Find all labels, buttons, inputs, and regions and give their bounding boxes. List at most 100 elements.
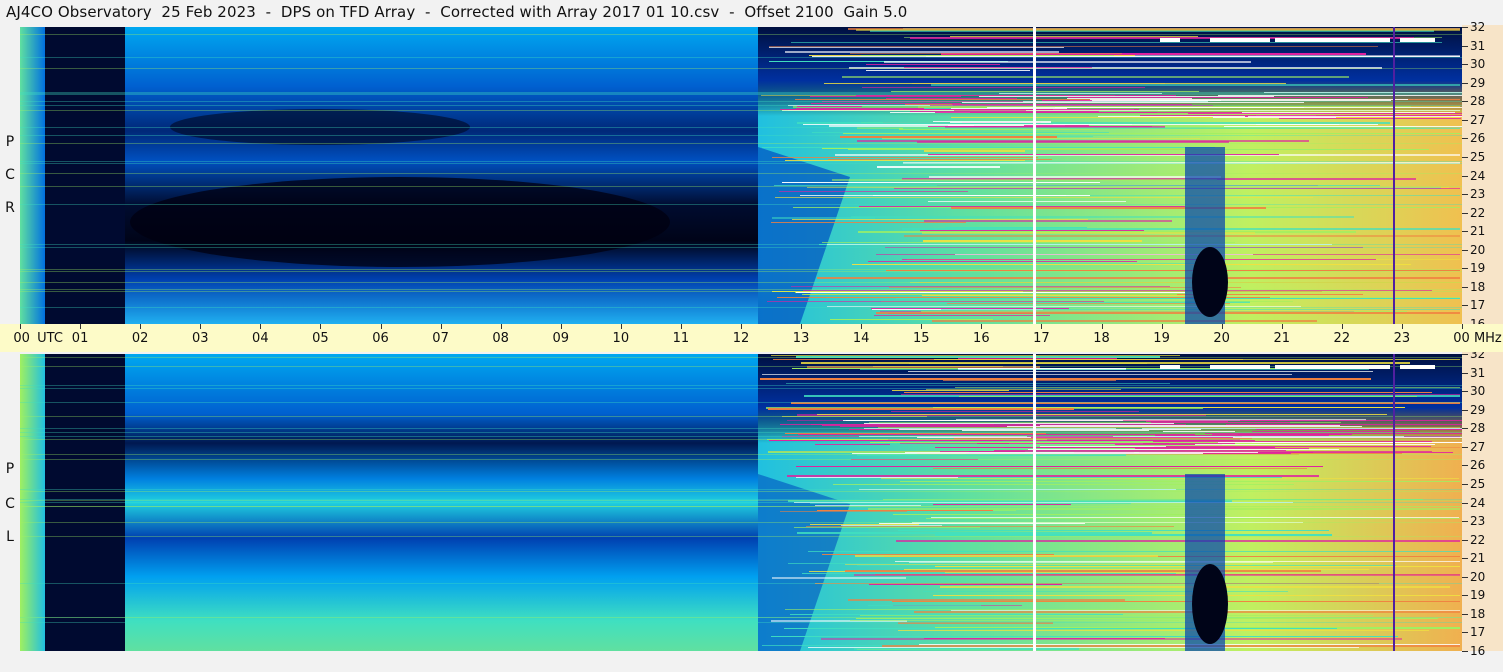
rfi-line xyxy=(20,522,1462,523)
rfi-band xyxy=(940,451,1025,452)
rfi-stripe xyxy=(868,261,1137,262)
rfi-stripe xyxy=(866,70,1030,71)
time-tick xyxy=(1401,324,1403,329)
vertical-marker-1 xyxy=(1033,27,1036,324)
freq-tick xyxy=(1462,483,1468,485)
rfi-stripe xyxy=(955,387,1460,388)
rfi-band xyxy=(852,453,1203,454)
rfi-stripe xyxy=(768,451,969,453)
freq-tick xyxy=(1462,446,1468,448)
rfi-band xyxy=(1224,126,1462,127)
rfi-stripe xyxy=(840,136,1057,138)
freq-tick-label: 17 xyxy=(1470,625,1486,640)
rfi-stripe xyxy=(869,584,1062,585)
rfi-band xyxy=(962,430,1149,431)
rfi-stripe xyxy=(917,141,1229,143)
freq-tick-label: 21 xyxy=(1470,224,1486,239)
rfi-band xyxy=(1152,437,1462,438)
rfi-stripe xyxy=(941,53,1366,55)
rfi-stripe xyxy=(771,636,1398,637)
rfi-line xyxy=(20,491,1462,492)
rfi-line xyxy=(20,432,1462,433)
rfi-stripe xyxy=(822,148,1195,149)
rfi-stripe xyxy=(934,359,1460,360)
rfi-stripe xyxy=(786,383,1170,384)
time-tick xyxy=(680,324,682,329)
rfi-band xyxy=(856,95,1176,96)
rfi-line xyxy=(20,536,1462,537)
rfi-line xyxy=(20,307,1462,308)
rfi-line xyxy=(20,34,1462,35)
rfi-stripe xyxy=(943,380,1116,381)
rfi-stripe xyxy=(861,55,1114,56)
rfi-band xyxy=(843,420,1018,421)
rfi-band xyxy=(1212,434,1341,435)
rfi-stripe xyxy=(952,104,1192,105)
rfi-stripe xyxy=(796,356,1160,358)
rfi-stripe xyxy=(850,620,1179,621)
freq-tick xyxy=(1462,286,1468,288)
rfi-band xyxy=(859,436,1027,437)
rfi-line xyxy=(20,506,1462,507)
rfi-stripe xyxy=(782,182,1100,183)
rfi-stripe xyxy=(893,514,1227,515)
rfi-line xyxy=(20,454,1462,455)
rfi-stripe xyxy=(851,459,978,460)
rfi-stripe xyxy=(801,362,1410,364)
rfi-band xyxy=(1023,101,1208,102)
freq-tick-label: 26 xyxy=(1470,458,1486,473)
rfi-band xyxy=(1242,112,1455,113)
rfi-line xyxy=(20,92,1462,93)
freq-tick xyxy=(1462,502,1468,504)
rfi-stripe xyxy=(901,394,1460,395)
rfi-stripe xyxy=(877,166,1000,168)
time-tick xyxy=(140,324,142,329)
rfi-band xyxy=(1164,107,1462,108)
rfi-band xyxy=(933,121,1051,122)
rfi-band xyxy=(1151,422,1290,423)
rfi-stripe xyxy=(788,500,1232,502)
rfi-stripe xyxy=(850,53,1122,54)
rfi-stripe xyxy=(780,511,907,512)
rfi-band xyxy=(886,98,1017,99)
pol-label-top-c: C xyxy=(5,167,15,183)
rfi-stripe xyxy=(904,235,1460,237)
rfi-line xyxy=(20,385,1462,386)
rfi-band xyxy=(910,111,1099,112)
time-axis: 00 01 02 03 04 05 06 07 08 09 10 11 12 13 14 15 16 17 18 19… xyxy=(0,324,1503,352)
rfi-stripe xyxy=(852,264,1411,265)
time-tick-label: 06 xyxy=(372,331,389,346)
time-tick-label: 13 xyxy=(792,331,810,346)
freq-tick xyxy=(1462,82,1468,84)
chart-title: AJ4CO Observatory 25 Feb 2023 - DPS on T… xyxy=(6,3,908,21)
bright-segment xyxy=(1160,38,1180,42)
rfi-band xyxy=(1146,421,1228,422)
rfi-band xyxy=(1205,433,1462,434)
rfi-band xyxy=(1068,97,1368,98)
rfi-stripe xyxy=(891,411,1139,412)
rfi-stripe xyxy=(802,573,1176,574)
rfi-band xyxy=(960,126,1152,127)
rfi-stripe xyxy=(860,615,1373,616)
time-tick-label: 08 xyxy=(492,331,509,346)
rfi-line xyxy=(20,93,1462,94)
freq-tick xyxy=(1462,138,1468,140)
rfi-band xyxy=(803,124,1132,125)
time-unit-label: UTC xyxy=(37,331,63,346)
time-tick xyxy=(80,324,82,329)
rfi-stripe xyxy=(807,187,1449,188)
rfi-band xyxy=(822,425,1102,426)
freq-tick xyxy=(1462,521,1468,523)
rfi-stripe xyxy=(796,466,1323,467)
rfi-stripe xyxy=(802,294,1177,295)
freq-tick-label: 20 xyxy=(1470,569,1486,584)
rfi-stripe xyxy=(928,201,1126,202)
rfi-band xyxy=(797,106,862,107)
time-tick-label: 05 xyxy=(312,331,329,346)
rfi-stripe xyxy=(904,67,1092,68)
rfi-stripe xyxy=(848,149,1429,150)
rfi-band xyxy=(810,96,961,97)
rfi-line xyxy=(20,506,1462,507)
rfi-band xyxy=(951,108,1067,109)
time-tick-label: 00 xyxy=(13,331,30,346)
